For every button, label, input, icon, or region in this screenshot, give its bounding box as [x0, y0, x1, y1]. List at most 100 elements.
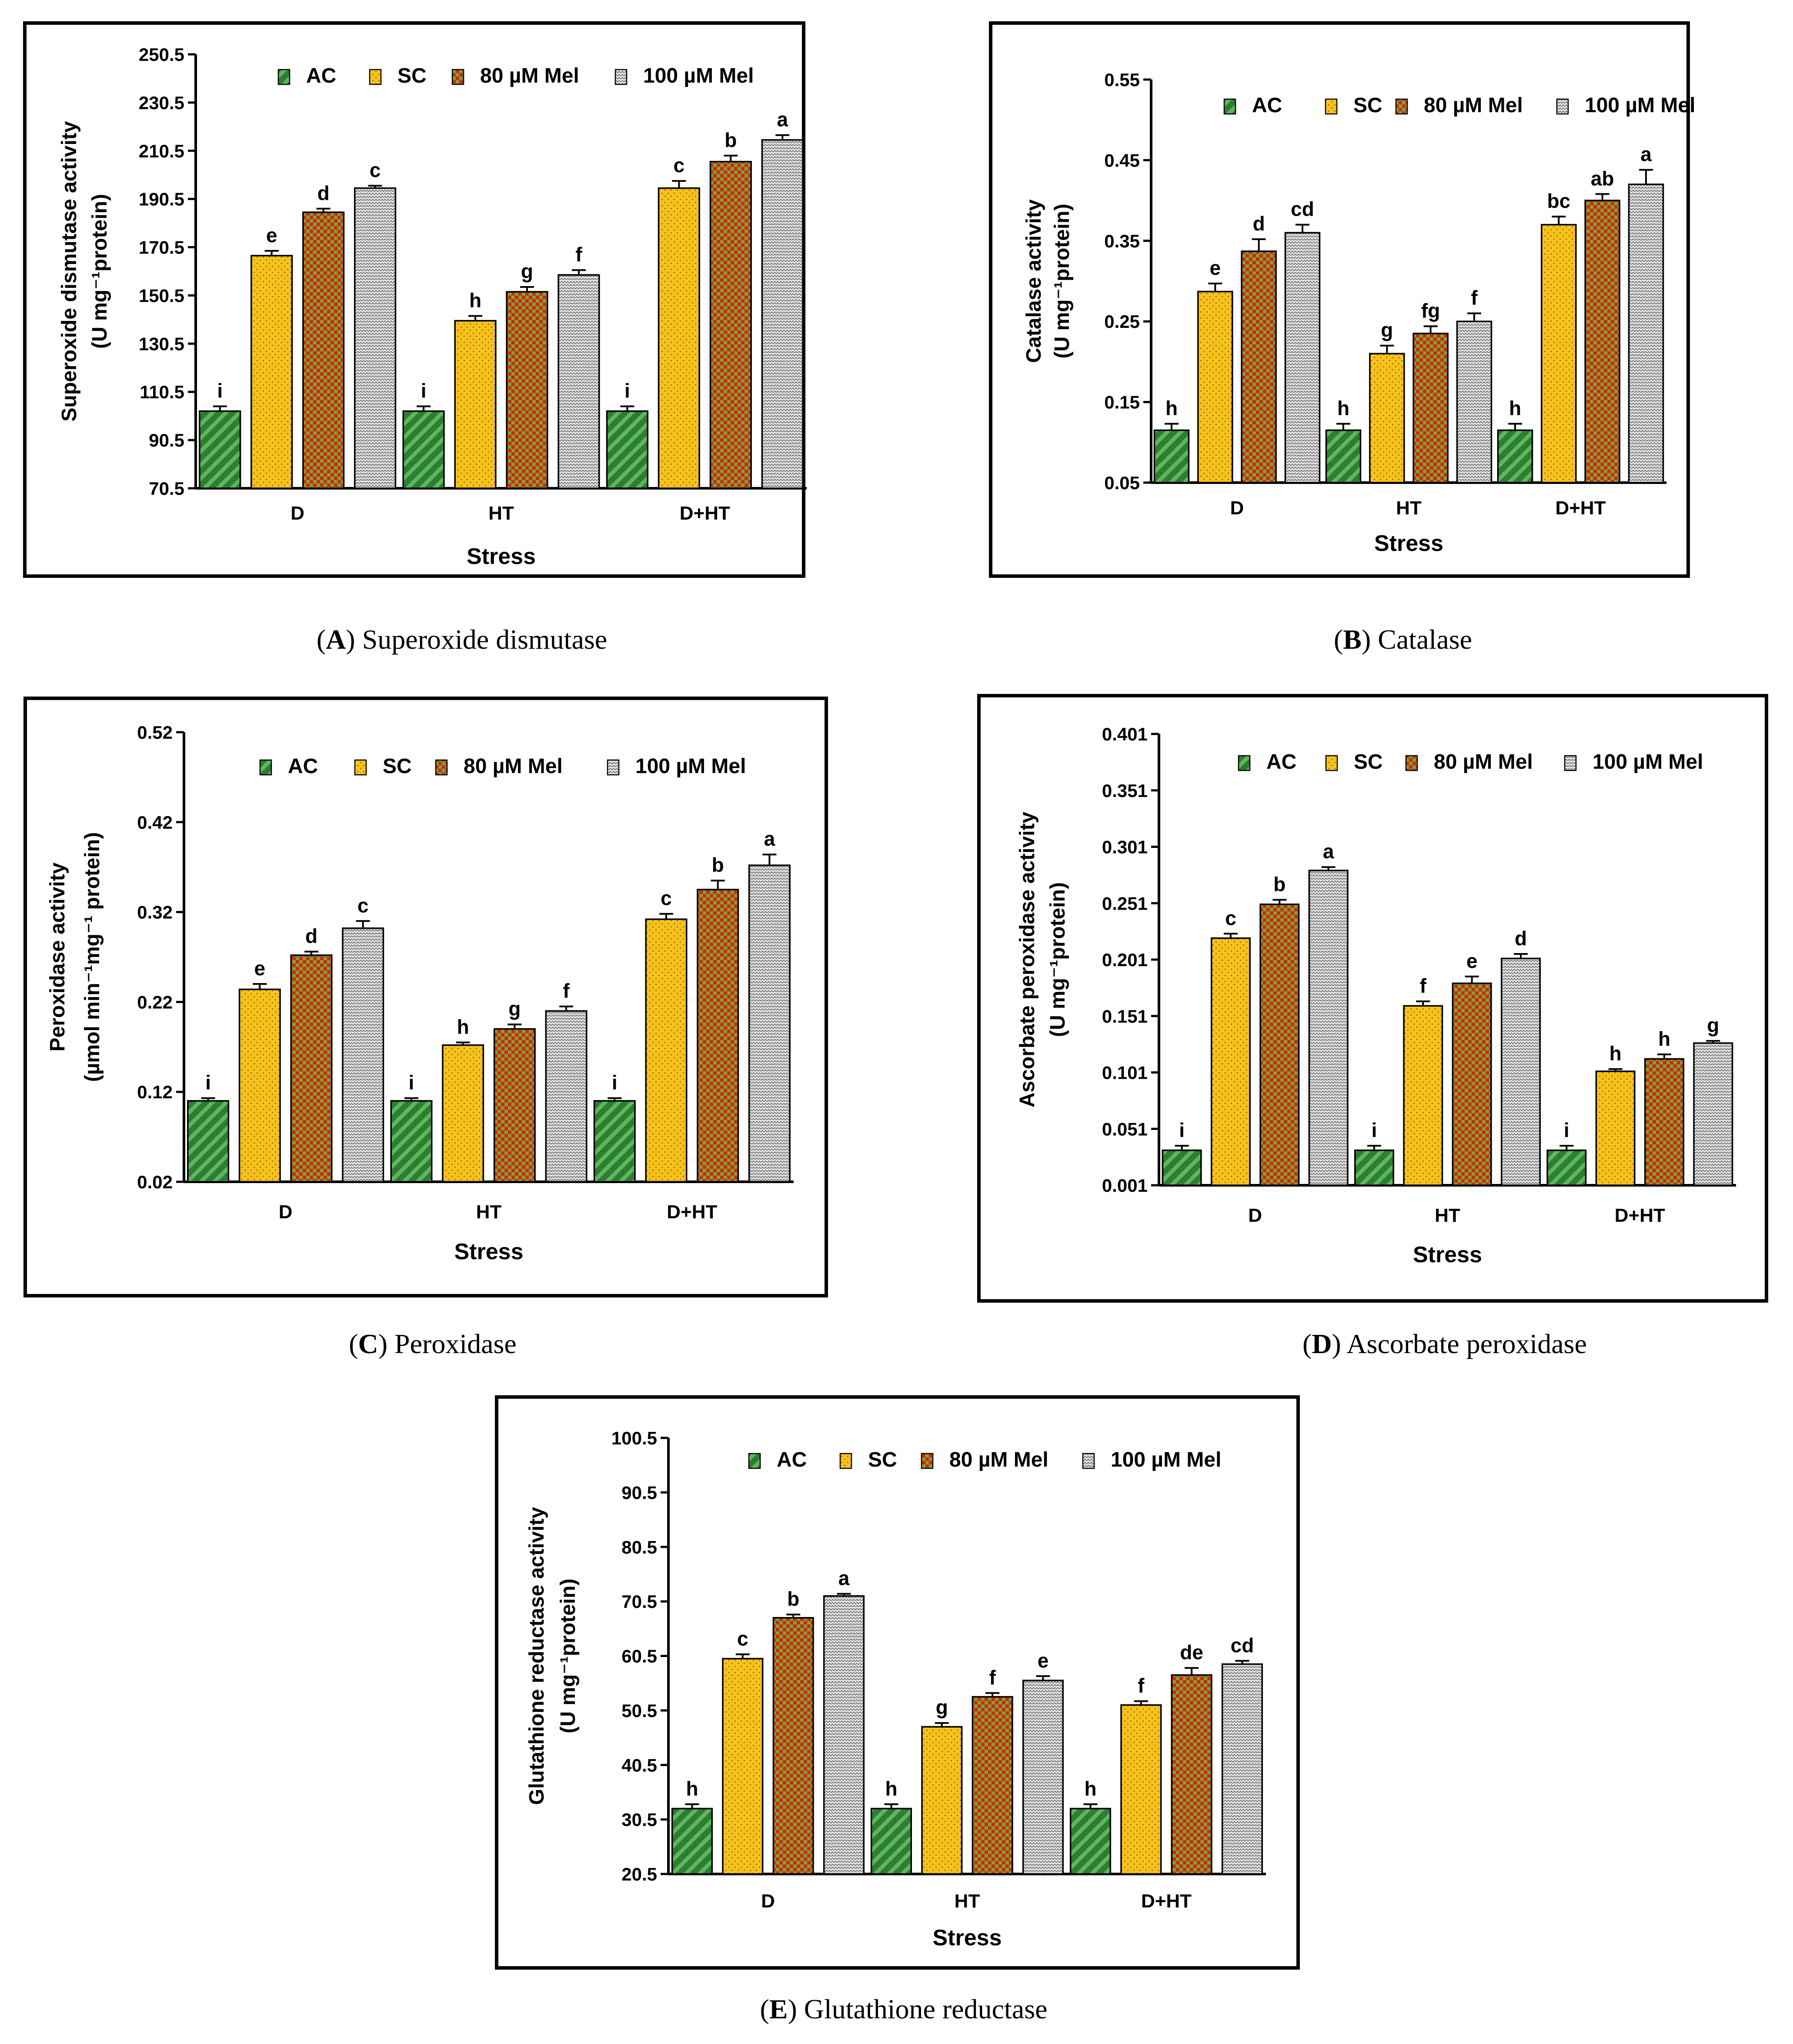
x-axis-title: Stress: [454, 1239, 524, 1264]
bar-mel100-0: [823, 1595, 865, 1875]
legend-swatch-mel100: [607, 759, 620, 776]
significance-letter: c: [674, 154, 685, 177]
bar-ac-0: [199, 410, 241, 489]
significance-letter: fg: [1421, 299, 1440, 322]
significance-letter: e: [1466, 950, 1478, 972]
bar-sc-2: [1595, 1070, 1636, 1186]
y-tick-label: 190.5: [139, 189, 184, 210]
bar-mel80-0: [290, 954, 333, 1183]
legend-swatch-mel100: [1082, 1453, 1095, 1469]
bar-ac-0: [1153, 429, 1190, 483]
bar-mel80-1: [1452, 982, 1492, 1186]
legend-swatch-mel100: [1564, 755, 1577, 771]
legend: AC SC 80 µM Mel 100 µM Mel: [259, 755, 746, 778]
panel-caption: (A) Superoxide dismutase: [317, 624, 607, 655]
y-axis-unit: (U mg⁻¹protein): [88, 194, 111, 349]
legend-swatch-sc: [354, 759, 367, 776]
significance-letter: g: [508, 997, 521, 1020]
bar-ac-1: [1354, 1149, 1394, 1186]
x-tick-label: D: [279, 1201, 293, 1223]
significance-letter: i: [624, 379, 630, 402]
significance-letter: d: [317, 182, 330, 204]
legend-swatch-mel100: [614, 69, 628, 85]
x-tick-label: D: [290, 503, 304, 524]
significance-letter: ab: [1591, 167, 1614, 190]
bar-ac-0: [1162, 1149, 1202, 1186]
x-tick-label: HT: [1396, 497, 1422, 519]
legend-label-sc: SC: [397, 64, 427, 87]
bar-mel80-2: [1644, 1058, 1684, 1186]
panel-caption: (B) Catalase: [1334, 624, 1472, 655]
significance-letter: b: [1273, 873, 1285, 895]
legend-swatch-mel80: [921, 1453, 934, 1469]
x-tick-label: D+HT: [1615, 1205, 1665, 1226]
bar-ac-2: [606, 410, 648, 489]
y-tick-label: 0.25: [1104, 311, 1140, 332]
bar-mel100-2: [761, 139, 804, 489]
significance-letter: f: [575, 243, 582, 266]
significance-letter: h: [1609, 1042, 1622, 1065]
y-tick-label: 100.5: [611, 1428, 657, 1448]
x-tick-label: HT: [1435, 1205, 1460, 1226]
significance-letter: h: [1337, 397, 1349, 420]
y-tick-label: 0.22: [137, 992, 173, 1012]
y-tick-label: 0.301: [1102, 837, 1148, 857]
significance-letter: g: [521, 260, 533, 283]
significance-letter: a: [777, 108, 788, 131]
panel-d: 0.001 0.051 0.101 0.151 0.201 0.251 0.301 0.351…: [977, 694, 1768, 1303]
legend-label-mel80: 80 µM Mel: [480, 64, 579, 87]
significance-letter: f: [1138, 1674, 1145, 1697]
significance-letter: h: [1084, 1777, 1096, 1800]
significance-letter: g: [936, 1696, 948, 1719]
bar-ac-0: [187, 1100, 230, 1183]
bar-ac-1: [402, 410, 445, 489]
y-tick-label: 70.5: [621, 1591, 657, 1612]
legend-swatch-ac: [259, 759, 272, 776]
significance-letter: h: [885, 1777, 897, 1800]
bar-ac-2: [1497, 429, 1533, 483]
significance-letter: a: [764, 827, 775, 850]
bar-ac-2: [1069, 1807, 1112, 1875]
legend-swatch-ac: [277, 69, 290, 85]
significance-letter: g: [1707, 1014, 1719, 1037]
bar-mel80-2: [697, 889, 739, 1183]
bar-mel100-1: [1456, 320, 1492, 483]
bar-ac-1: [390, 1100, 433, 1183]
legend-swatch-sc: [369, 69, 382, 85]
legend-label-sc: SC: [383, 755, 412, 778]
legend-swatch-mel80: [1405, 755, 1418, 771]
significance-letter: h: [1509, 397, 1521, 420]
significance-letter: cd: [1291, 198, 1314, 220]
significance-letter: h: [686, 1777, 698, 1800]
y-axis-unit: (µmol min⁻¹mg⁻¹ protein): [81, 832, 104, 1082]
x-tick-label: D: [761, 1891, 775, 1912]
significance-letter: f: [989, 1666, 996, 1689]
significance-letter: d: [1515, 927, 1527, 950]
bar-mel80-1: [1412, 333, 1449, 483]
y-tick-label: 0.12: [137, 1082, 173, 1102]
bar-mel80-0: [1259, 904, 1300, 1186]
legend: AC SC 80 µM Mel 100 µM Mel: [1238, 750, 1703, 774]
y-tick-label: 0.351: [1102, 780, 1148, 801]
y-tick-label: 0.001: [1102, 1175, 1148, 1196]
legend-label-sc: SC: [868, 1448, 897, 1471]
legend-label-mel80: 80 µM Mel: [1424, 94, 1523, 117]
bar-mel100-1: [1501, 957, 1541, 1186]
legend-swatch-sc: [839, 1453, 852, 1469]
y-tick-label: 70.5: [149, 478, 184, 499]
bar-sc-0: [250, 255, 293, 489]
legend-swatch-mel100: [1556, 98, 1569, 115]
bar-mel80-0: [302, 211, 345, 489]
x-tick-label: D: [1230, 497, 1244, 519]
y-tick-label: 0.251: [1102, 893, 1148, 914]
significance-letter: b: [725, 129, 737, 151]
bar-ac-2: [1546, 1149, 1587, 1186]
bar-sc-2: [1120, 1704, 1162, 1875]
bar-mel100-2: [748, 864, 791, 1183]
significance-letter: g: [1381, 319, 1393, 341]
significance-letter: a: [1323, 840, 1334, 863]
bar-mel80-2: [709, 160, 752, 489]
legend-swatch-mel80: [435, 759, 448, 776]
x-tick-label: D+HT: [667, 1201, 717, 1223]
bar-mel100-0: [354, 187, 397, 489]
